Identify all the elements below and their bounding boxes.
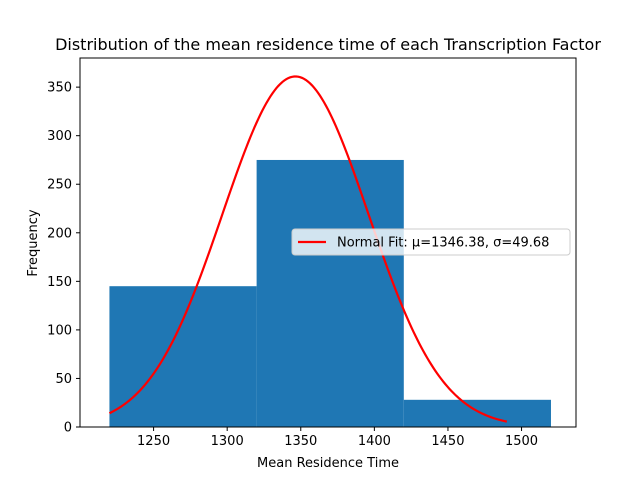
legend: Normal Fit: μ=1346.38, σ=49.68 [291, 228, 571, 256]
y-tick-label: 50 [55, 372, 72, 387]
x-tick-label: 1250 [137, 434, 170, 449]
y-tick-label: 350 [47, 81, 72, 96]
x-tick-label: 1400 [358, 434, 391, 449]
plot-frame [79, 57, 577, 428]
x-axis: 1250 1300 1350 1400 1450 1500 [137, 427, 538, 449]
legend-box [291, 228, 571, 256]
chart-title: Distribution of the mean residence time … [55, 35, 601, 54]
legend-label-fit: Normal Fit: μ=1346.38, σ=49.68 [337, 236, 549, 251]
y-tick-label: 200 [47, 226, 72, 241]
x-tick-label: 1300 [211, 434, 244, 449]
normal-fit-curve [108, 75, 508, 423]
fit-curve-layer [108, 75, 508, 423]
y-tick-label: 250 [47, 178, 72, 193]
y-tick-label: 100 [47, 323, 72, 338]
histogram-bar-1 [109, 286, 257, 427]
histogram-bar-3 [403, 399, 551, 427]
y-tick-label: 0 [64, 421, 72, 436]
histogram-bar-2 [256, 159, 404, 428]
y-tick-label: 150 [47, 275, 72, 290]
x-tick-label: 1450 [431, 434, 464, 449]
y-axis-label: Frequency [26, 209, 41, 276]
histogram-bars [109, 159, 551, 428]
y-axis: 0 50 100 150 200 250 300 350 [47, 81, 80, 436]
x-tick-label: 1500 [505, 434, 538, 449]
y-tick-label: 300 [47, 129, 72, 144]
x-tick-label: 1350 [284, 434, 317, 449]
x-axis-label: Mean Residence Time [257, 456, 399, 471]
